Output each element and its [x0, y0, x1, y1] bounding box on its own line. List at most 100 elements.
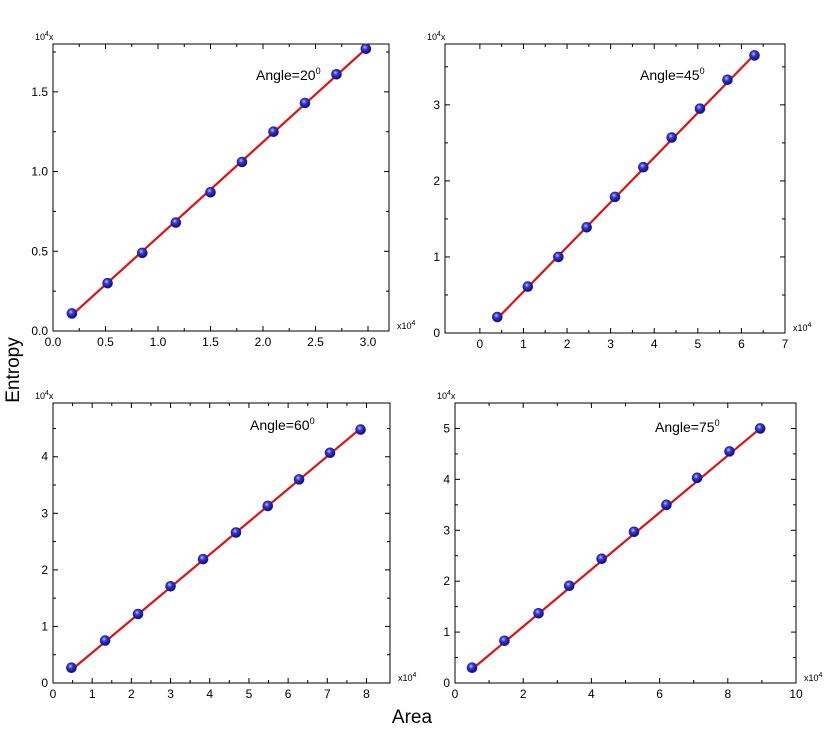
fit-line [71, 47, 367, 316]
y-tick-label: 4 [41, 450, 48, 464]
y-tick-label: 5 [443, 421, 450, 435]
data-point [749, 50, 760, 61]
data-point [205, 186, 216, 198]
data-point [661, 499, 672, 511]
angle-annotation: Angle=750 [655, 418, 720, 435]
x-tick-label: 7 [324, 687, 331, 701]
y-tick-label: 3 [443, 523, 450, 537]
data-point [724, 446, 735, 457]
fit-line [471, 427, 761, 671]
data-point [293, 474, 305, 485]
angle-annotation: Angle=450 [640, 66, 705, 83]
data-point [360, 43, 372, 55]
chart-panel-4: 0 2 4 6 8 10 0 1 2 3 4 5 104x x104 Angle=750 [437, 390, 823, 701]
x-multiplier-label: x104 [793, 322, 812, 333]
y-multiplier-label: 104x [437, 390, 456, 401]
y-tick-label: 2 [41, 563, 48, 577]
y-tick-label: 4 [443, 472, 450, 486]
chart-panel-2: 0 1 2 3 4 5 6 7 0 1 2 3 104x x104 Angle=450 [427, 31, 812, 351]
plot-frame [52, 43, 390, 332]
data-point [638, 161, 649, 173]
y-tick-label: 2 [433, 174, 440, 188]
y-tick-label: 3 [41, 506, 48, 520]
data-point [628, 526, 640, 538]
y-tick-label: 0.0 [31, 324, 48, 338]
fit-line [70, 427, 362, 671]
data-point [66, 308, 78, 319]
figure-y-axis-label: Entropy [3, 337, 24, 403]
x-tick-label: 6 [738, 337, 745, 351]
data-point [754, 423, 766, 434]
x-tick-label: 1 [89, 687, 96, 701]
chart-panel-3: 0 1 2 3 4 5 6 7 8 0 1 2 3 4 104x x104 Angle=600 [35, 390, 417, 701]
x-tick-label: 0.5 [97, 335, 114, 349]
data-point [165, 580, 176, 592]
chart-panel-1: 0.0 0.5 1.0 1.5 2.0 2.5 3.0 0.0 0.5 1.0 1.5 104x x10… [31, 31, 415, 349]
data-point [609, 191, 621, 203]
x-tick-label: 1.0 [150, 335, 167, 349]
data-point [331, 68, 342, 80]
x-multiplier-label: x104 [804, 672, 823, 683]
x-tick-label: 3.0 [360, 335, 377, 349]
data-point [563, 580, 575, 592]
x-tick-label: 0.0 [45, 335, 62, 349]
y-multiplier-label: 104x [35, 31, 54, 42]
data-point [499, 635, 510, 647]
y-tick-label: 1.0 [31, 165, 48, 179]
x-tick-label: 10 [789, 687, 803, 701]
data-point [132, 608, 144, 620]
angle-annotation: Angle=200 [256, 66, 321, 83]
y-tick-label: 2 [443, 574, 450, 588]
y-multiplier-label: 104x [427, 31, 446, 42]
data-point [466, 662, 478, 674]
data-point [170, 217, 182, 228]
x-tick-label: 0 [477, 337, 484, 351]
x-multiplier-label: x104 [397, 320, 416, 331]
x-tick-label: 3 [607, 337, 614, 351]
x-tick-label: 2.5 [307, 335, 324, 349]
x-tick-label: 7 [782, 337, 789, 351]
y-tick-label: 1.5 [31, 85, 48, 99]
x-tick-label: 1 [520, 337, 527, 351]
x-multiplier-label: x104 [398, 672, 417, 683]
x-tick-label: 8 [724, 687, 731, 701]
x-tick-label: 6 [656, 687, 663, 701]
y-multiplier-label: 104x [35, 390, 54, 401]
x-tick-label: 2 [520, 687, 527, 701]
data-point [522, 281, 534, 292]
y-tick-label: 0 [443, 676, 450, 690]
x-tick-label: 5 [694, 337, 701, 351]
x-tick-label: 3 [167, 687, 174, 701]
y-tick-label: 1 [443, 625, 450, 639]
y-tick-label: 3 [433, 98, 440, 112]
angle-annotation: Angle=600 [250, 416, 315, 433]
data-point [268, 126, 279, 137]
y-tick-label: 0.5 [31, 244, 48, 258]
data-point [694, 103, 706, 114]
x-tick-label: 4 [206, 687, 213, 701]
x-tick-label: 4 [651, 337, 658, 351]
data-point [262, 500, 274, 512]
x-tick-label: 0 [452, 687, 459, 701]
data-point [230, 527, 242, 538]
y-tick-label: 0 [433, 326, 440, 340]
data-point [722, 74, 733, 86]
x-tick-label: 4 [588, 687, 595, 701]
fit-line [496, 53, 756, 320]
x-tick-label: 2 [128, 687, 135, 701]
plot-frame [52, 402, 391, 684]
data-point [324, 447, 336, 459]
data-point [236, 156, 248, 168]
data-point [492, 311, 503, 323]
x-tick-label: 5 [246, 687, 253, 701]
data-point [102, 277, 113, 289]
x-tick-label: 1.5 [202, 335, 219, 349]
data-point [99, 635, 111, 646]
x-tick-label: 2 [564, 337, 571, 351]
data-point [581, 221, 592, 233]
y-tick-label: 0 [41, 676, 48, 690]
data-point [596, 553, 607, 565]
figure-x-axis-label: Area [391, 707, 433, 728]
data-point [691, 472, 703, 484]
